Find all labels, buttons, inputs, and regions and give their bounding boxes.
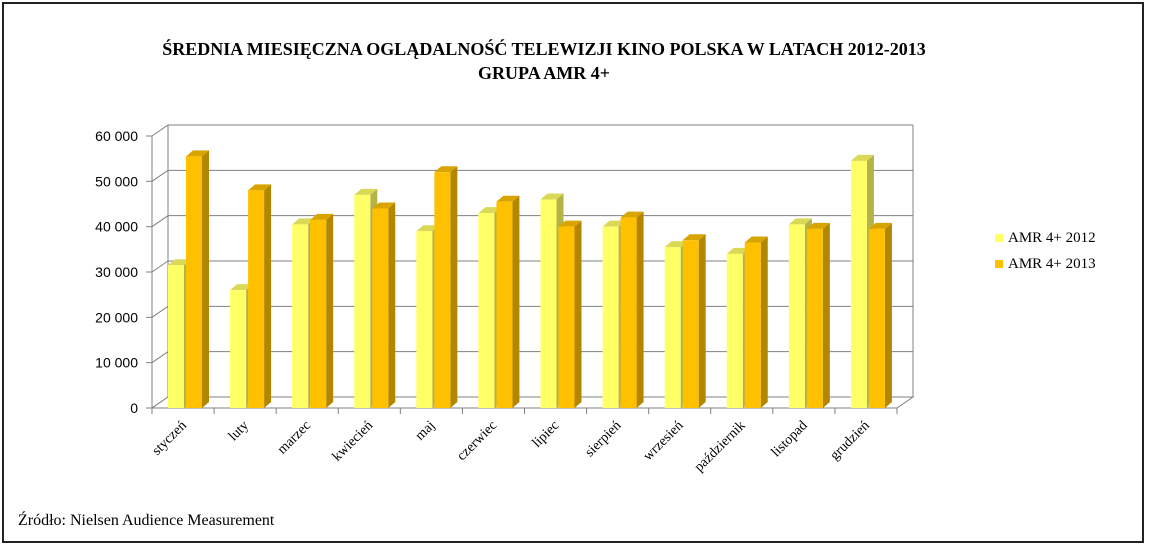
bar xyxy=(744,242,761,408)
x-tick-label: listopad xyxy=(769,418,811,460)
chart-title: ŚREDNIA MIESIĘCZNA OGLĄDALNOŚĆ TELEWIZJI… xyxy=(4,37,1084,85)
bar-top xyxy=(806,222,830,229)
legend: AMR 4+ 2012 AMR 4+ 2013 xyxy=(995,225,1096,277)
bar-top xyxy=(434,166,458,173)
legend-swatch-2013 xyxy=(995,260,1003,268)
bar xyxy=(434,172,451,408)
bar-side xyxy=(326,213,334,408)
bar xyxy=(292,224,309,408)
bar-side xyxy=(202,150,209,408)
bar-top xyxy=(478,207,502,214)
x-tick-label: luty xyxy=(226,418,252,444)
bar-side xyxy=(450,166,458,408)
bar-top xyxy=(682,234,706,241)
legend-item-2013: AMR 4+ 2013 xyxy=(995,251,1096,277)
bar xyxy=(602,226,619,408)
bar-top xyxy=(416,225,440,232)
bar-side xyxy=(574,220,582,408)
bar-top xyxy=(602,220,626,227)
x-tick-label: sierpień xyxy=(583,418,625,460)
gridline-side xyxy=(151,169,169,182)
bar-top xyxy=(230,284,254,291)
gridline-side xyxy=(151,305,169,318)
legend-label-2012: AMR 4+ 2012 xyxy=(1008,229,1096,246)
bar xyxy=(310,219,327,408)
bar-top xyxy=(664,241,688,248)
legend-swatch-2012 xyxy=(995,234,1003,242)
gridline-side xyxy=(151,351,169,364)
bar-top xyxy=(372,202,396,209)
bar xyxy=(230,290,247,408)
bar xyxy=(248,190,265,408)
bar-side xyxy=(512,195,520,408)
bar xyxy=(664,247,681,408)
bar-side xyxy=(822,222,830,408)
x-tick-label: wrzesień xyxy=(641,418,687,464)
bar xyxy=(850,160,867,408)
y-tick-label: 0 xyxy=(130,400,138,416)
y-tick-label: 60 000 xyxy=(95,128,138,144)
bar xyxy=(558,226,575,408)
bar xyxy=(682,240,699,408)
bar-top xyxy=(868,222,892,229)
bar xyxy=(788,224,805,408)
x-tick-label: lipiec xyxy=(530,418,563,451)
y-tick-label: 50 000 xyxy=(95,173,138,189)
legend-label-2013: AMR 4+ 2013 xyxy=(1008,255,1096,272)
x-tick-label: marzec xyxy=(275,418,314,457)
bar-top xyxy=(248,184,272,191)
bar-side xyxy=(760,236,768,408)
bar-top xyxy=(354,188,378,195)
bar-side xyxy=(264,184,272,408)
y-tick-label: 40 000 xyxy=(95,219,138,235)
bar xyxy=(354,194,371,408)
bar-top xyxy=(620,211,644,218)
bar xyxy=(186,156,202,408)
x-tick-label: styczeń xyxy=(150,418,190,458)
bar xyxy=(806,228,823,408)
bar-top xyxy=(310,213,334,220)
chart-title-line2: GRUPA AMR 4+ xyxy=(478,63,610,83)
bar-side xyxy=(636,211,644,408)
y-tick-label: 10 000 xyxy=(95,355,138,371)
gridline-side xyxy=(151,124,169,137)
bar-top xyxy=(540,193,564,200)
bar-top xyxy=(496,195,520,202)
bar xyxy=(726,253,743,408)
gridline-side xyxy=(151,260,169,273)
bar-side xyxy=(388,202,396,408)
bar-side xyxy=(884,222,892,408)
x-tick-label: maj xyxy=(413,418,438,443)
gridline-side xyxy=(151,215,169,228)
bar xyxy=(478,213,495,408)
bar-top xyxy=(186,150,209,157)
bar-top xyxy=(744,236,768,243)
x-tick-label: czerwiec xyxy=(455,418,501,464)
x-tick-label: kwiecień xyxy=(330,418,376,464)
bar-side xyxy=(698,234,706,408)
x-tick-label: grudzień xyxy=(828,418,873,463)
y-tick-label: 30 000 xyxy=(95,264,138,280)
bar-top xyxy=(850,154,874,161)
legend-item-2012: AMR 4+ 2012 xyxy=(995,225,1096,251)
bar xyxy=(168,265,184,408)
bar-top xyxy=(168,259,191,266)
bar xyxy=(620,217,637,408)
bar xyxy=(416,231,433,408)
chart-title-line1: ŚREDNIA MIESIĘCZNA OGLĄDALNOŚĆ TELEWIZJI… xyxy=(162,39,926,59)
x-tick-label: październik xyxy=(692,418,749,475)
bar xyxy=(868,228,885,408)
bar xyxy=(496,201,513,408)
bar-top xyxy=(726,247,750,254)
source-note: Źródło: Nielsen Audience Measurement xyxy=(18,512,275,529)
bar-top xyxy=(558,220,582,227)
y-tick-label: 20 000 xyxy=(95,309,138,325)
bar-top xyxy=(292,218,316,225)
bar xyxy=(372,208,389,408)
bar xyxy=(540,199,557,408)
bar-top xyxy=(788,218,812,225)
